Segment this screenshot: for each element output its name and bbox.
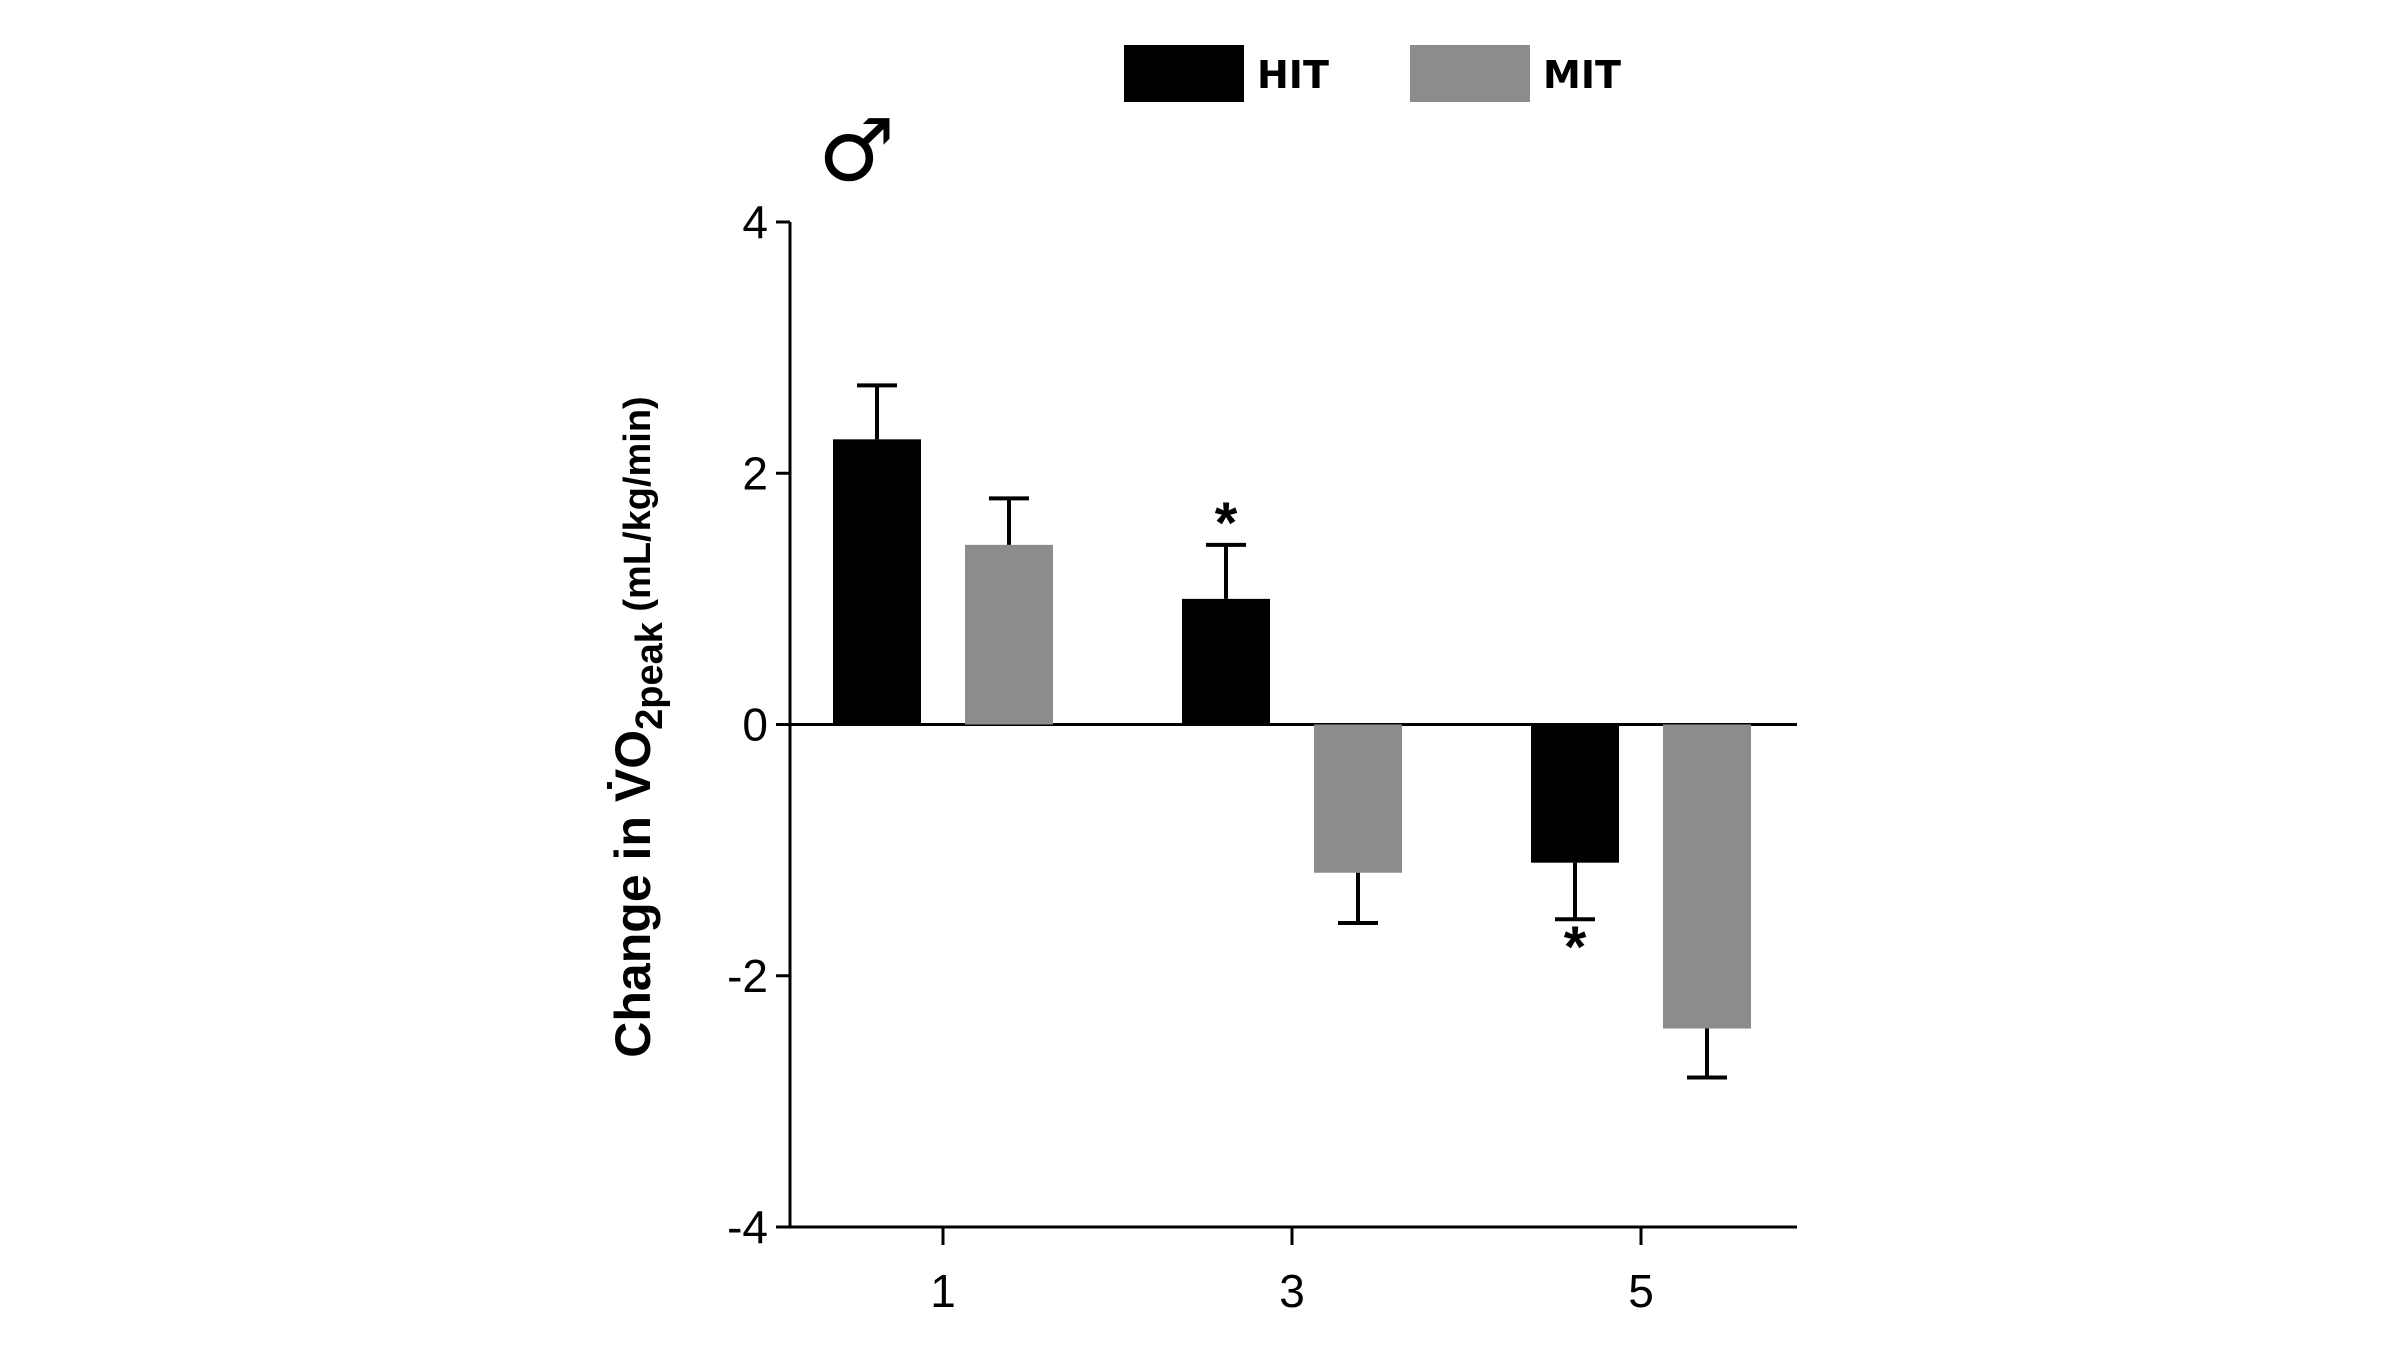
significance-marker-hit-5: * (1564, 915, 1587, 980)
y-axis-title-units: (mL/kg/min) (617, 396, 659, 622)
bar-mit-1 (965, 544, 1053, 725)
y-tick-label-4: 4 (742, 196, 768, 248)
axes: 4 2 0 -2 -4 1 3 5 (727, 196, 1797, 1317)
bars: ** (833, 383, 1751, 1080)
legend-label-mit: MIT (1543, 53, 1621, 97)
y-tick-label--4: -4 (727, 1201, 768, 1253)
bar-hit-5 (1531, 724, 1619, 863)
significance-marker-hit-3: * (1215, 491, 1238, 556)
male-symbol: ♂ (818, 101, 895, 201)
legend: HIT MIT (1124, 45, 1621, 102)
y-axis-title: Change in V̇O2peak (mL/kg/min) (605, 396, 671, 1057)
y-tick-label--2: -2 (727, 950, 768, 1002)
x-tick-label-5: 5 (1628, 1265, 1654, 1317)
bar-hit-3 (1182, 598, 1270, 725)
bar-mit-5 (1663, 724, 1751, 1029)
y-axis-title-main: Change in V̇O (605, 730, 661, 1058)
y-tick-label-2: 2 (742, 447, 768, 499)
bar-mit-3 (1314, 724, 1402, 873)
legend-swatch-mit (1410, 45, 1530, 102)
bar-hit-1 (833, 439, 921, 725)
y-tick-label-0: 0 (742, 699, 768, 751)
legend-swatch-hit (1124, 45, 1244, 102)
x-tick-label-3: 3 (1279, 1265, 1305, 1317)
legend-label-hit: HIT (1257, 53, 1329, 97)
x-tick-label-1: 1 (930, 1265, 956, 1317)
y-axis-title-subscript: 2peak (629, 621, 671, 730)
